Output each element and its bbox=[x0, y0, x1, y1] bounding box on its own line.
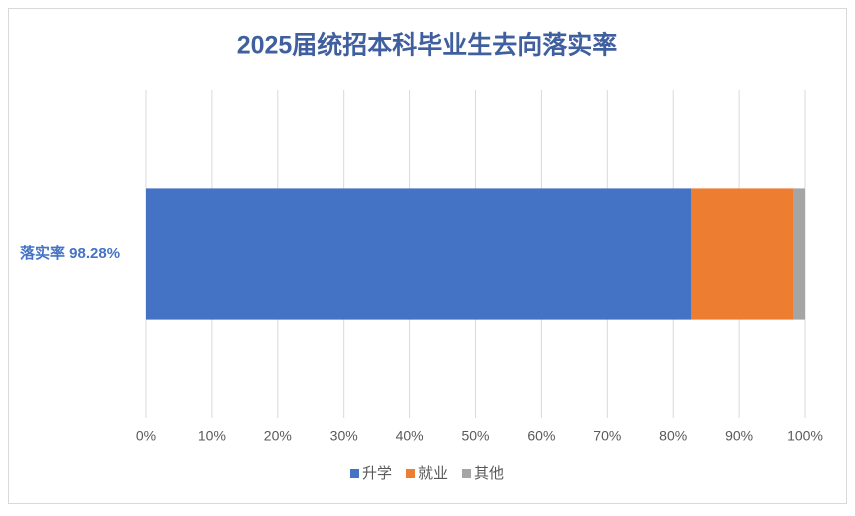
legend-swatch bbox=[349, 469, 359, 478]
x-tick-label: 80% bbox=[659, 428, 687, 444]
x-tick-label: 30% bbox=[330, 428, 358, 444]
legend-label: 升学 bbox=[362, 465, 392, 482]
x-tick-label: 100% bbox=[787, 428, 823, 444]
x-tick-label: 50% bbox=[461, 428, 489, 444]
x-tick-label: 40% bbox=[396, 428, 424, 444]
x-tick-label: 90% bbox=[725, 428, 753, 444]
legend-label: 就业 bbox=[418, 465, 448, 482]
y-tick-label: 落实率 98.28% bbox=[20, 244, 120, 262]
x-tick-label: 0% bbox=[136, 428, 156, 444]
legend-swatch bbox=[405, 469, 415, 478]
legend: 升学 就业 其他 bbox=[349, 465, 504, 482]
x-tick-label: 20% bbox=[264, 428, 292, 444]
x-tick-label: 60% bbox=[527, 428, 555, 444]
legend-swatch bbox=[462, 469, 472, 478]
legend-label: 其他 bbox=[474, 465, 504, 482]
bar-segment bbox=[690, 188, 794, 320]
x-tick-label: 10% bbox=[198, 428, 226, 444]
bar-segment bbox=[793, 188, 805, 320]
x-tick-label: 70% bbox=[593, 428, 621, 444]
bar-segment bbox=[146, 188, 691, 320]
chart-title: 2025届统招本科毕业生去向落实率 bbox=[237, 31, 618, 60]
